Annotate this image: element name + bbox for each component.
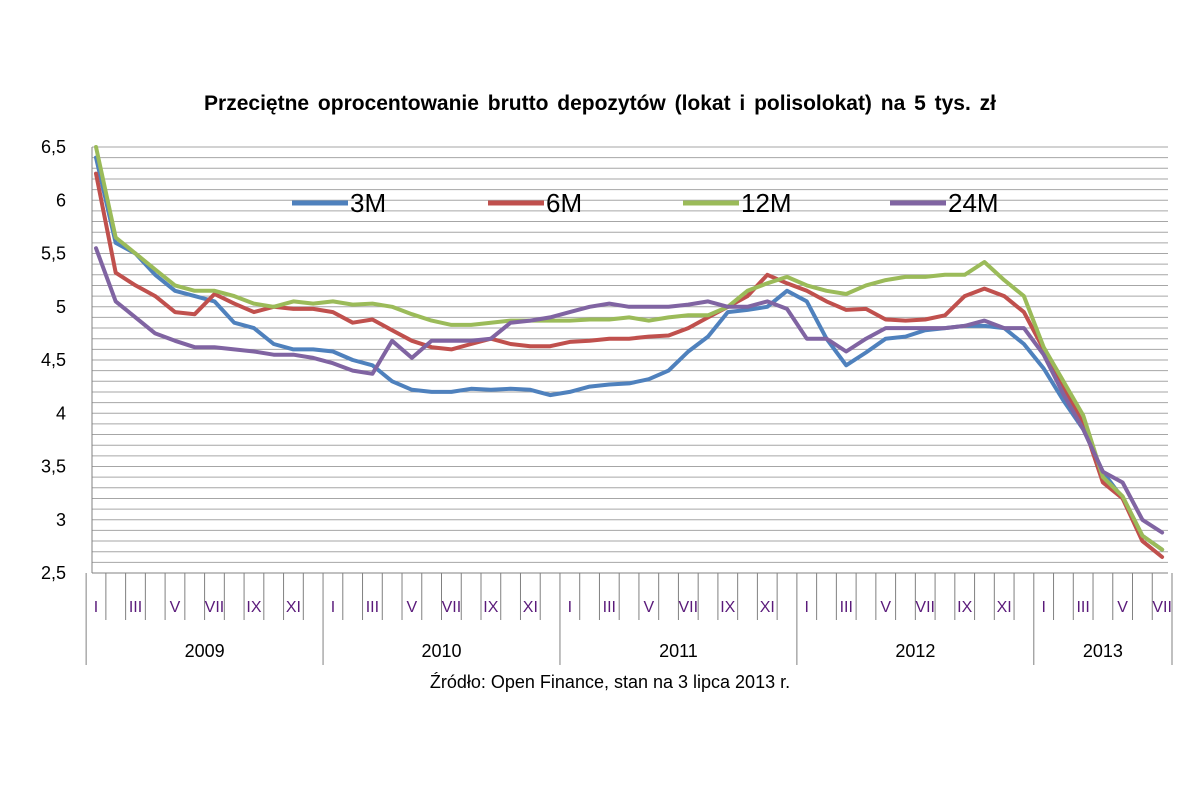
year-label: 2011 <box>659 641 698 661</box>
month-tick-label: XI <box>760 599 775 616</box>
gridlines <box>92 146 1168 574</box>
month-tick-label: VII <box>205 599 225 616</box>
y-axis-ticks: 2,5 3 3,5 4 4,5 5 5,5 6 6,5 <box>41 137 66 583</box>
year-label: 2013 <box>1083 641 1123 661</box>
month-tick-label: IX <box>483 599 498 616</box>
month-tick-label: V <box>170 599 181 616</box>
month-tick-label: I <box>805 599 809 616</box>
month-tick-label: VII <box>1152 599 1172 616</box>
series-line-24m <box>94 246 1165 535</box>
series-line-12m <box>94 145 1165 552</box>
legend-label-3m: 3M <box>350 188 386 218</box>
month-tick-label: V <box>880 599 891 616</box>
series-lines <box>94 145 1165 559</box>
legend-label-6m: 6M <box>546 188 582 218</box>
month-tick-label: VII <box>679 599 699 616</box>
series-line-3m <box>94 155 1165 552</box>
y-tick-label: 3,5 <box>41 457 66 477</box>
legend-label-24m: 24M <box>948 188 999 218</box>
chart-title: Przeciętne oprocentowanie brutto depozyt… <box>204 92 996 115</box>
axes <box>91 147 1168 574</box>
month-tick-label: V <box>407 599 418 616</box>
chart-source: Źródło: Open Finance, stan na 3 lipca 20… <box>429 672 791 692</box>
y-tick-label: 6 <box>56 190 66 210</box>
y-tick-label: 5,5 <box>41 244 66 264</box>
legend-label-12m: 12M <box>741 188 792 218</box>
month-tick-label: I <box>1041 599 1045 616</box>
month-tick-label: VII <box>915 599 935 616</box>
month-tick-label: III <box>366 599 379 616</box>
month-tick-label: I <box>331 599 335 616</box>
x-axis-categories: I III V VII IX XI I III V VII IX XI I III V VII IX XI I III… <box>85 573 1173 665</box>
month-tick-label: IX <box>957 599 972 616</box>
month-tick-label: XI <box>286 599 301 616</box>
y-tick-label: 4,5 <box>41 350 66 370</box>
month-tick-label: V <box>643 599 654 616</box>
legend: 3M 6M 12M 24M <box>292 188 999 218</box>
month-tick-label: V <box>1117 599 1128 616</box>
y-tick-label: 3 <box>56 510 66 530</box>
y-tick-label: 6,5 <box>41 137 66 157</box>
series-line-6m <box>94 171 1165 559</box>
month-tick-label: III <box>1076 599 1089 616</box>
month-tick-label: VII <box>442 599 462 616</box>
year-label: 2010 <box>421 641 461 661</box>
month-tick-label: XI <box>523 599 538 616</box>
month-tick-label: III <box>129 599 142 616</box>
month-tick-label: I <box>94 599 98 616</box>
month-tick-label: III <box>840 599 853 616</box>
y-tick-label: 2,5 <box>41 563 66 583</box>
month-tick-label: XI <box>997 599 1012 616</box>
month-tick-label: III <box>603 599 616 616</box>
year-label: 2009 <box>185 641 225 661</box>
month-tick-label: IX <box>246 599 261 616</box>
y-tick-label: 4 <box>56 403 66 423</box>
y-tick-label: 5 <box>56 297 66 317</box>
month-tick-label: IX <box>720 599 735 616</box>
month-tick-label: I <box>568 599 572 616</box>
year-label: 2012 <box>895 641 935 661</box>
